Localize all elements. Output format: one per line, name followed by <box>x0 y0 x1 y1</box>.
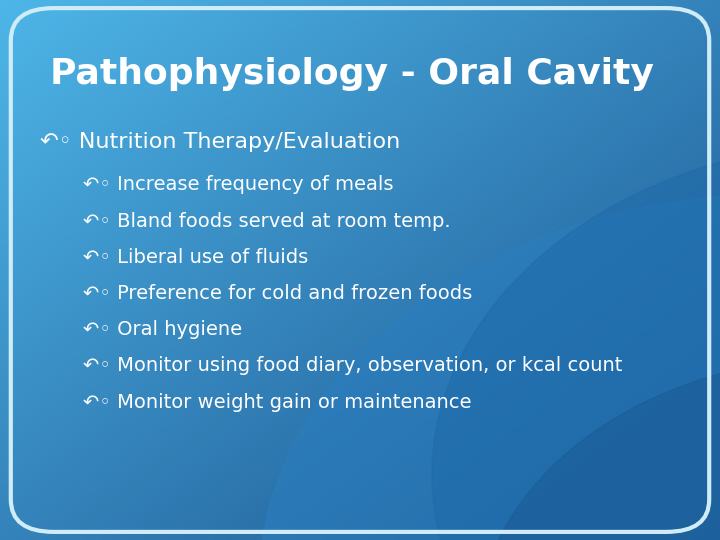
Text: ↶◦ Nutrition Therapy/Evaluation: ↶◦ Nutrition Therapy/Evaluation <box>40 132 400 152</box>
Text: Pathophysiology - Oral Cavity: Pathophysiology - Oral Cavity <box>50 57 654 91</box>
Text: ↶◦ Liberal use of fluids: ↶◦ Liberal use of fluids <box>83 248 308 267</box>
Polygon shape <box>259 194 720 540</box>
Text: ↶◦ Preference for cold and frozen foods: ↶◦ Preference for cold and frozen foods <box>83 284 472 303</box>
Text: ↶◦ Bland foods served at room temp.: ↶◦ Bland foods served at room temp. <box>83 212 451 231</box>
Polygon shape <box>475 356 720 540</box>
Text: ↶◦ Monitor using food diary, observation, or kcal count: ↶◦ Monitor using food diary, observation… <box>83 356 622 375</box>
Polygon shape <box>432 140 720 540</box>
Text: ↶◦ Monitor weight gain or maintenance: ↶◦ Monitor weight gain or maintenance <box>83 393 472 411</box>
Text: ↶◦ Increase frequency of meals: ↶◦ Increase frequency of meals <box>83 176 393 194</box>
Text: ↶◦ Oral hygiene: ↶◦ Oral hygiene <box>83 320 242 339</box>
